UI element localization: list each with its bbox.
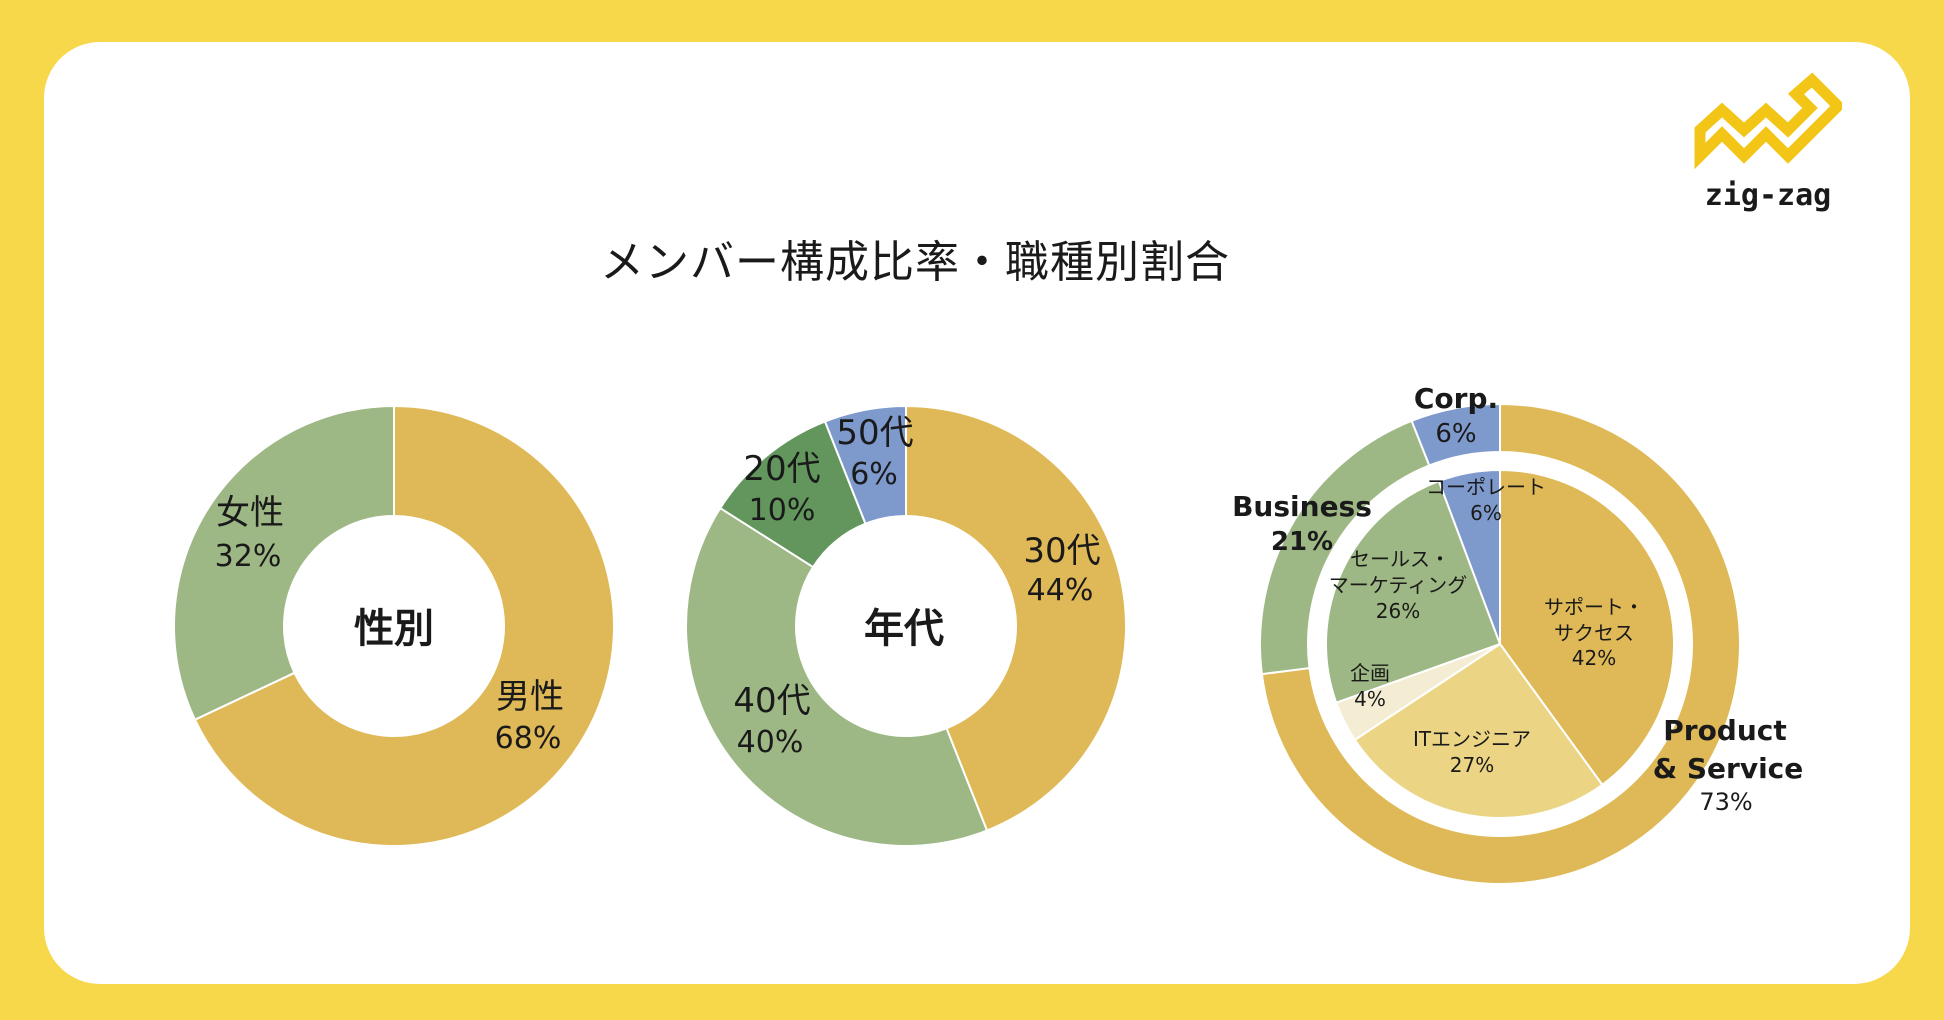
inner-label-support-1: サポート・ bbox=[1544, 595, 1644, 619]
age-value-30s: 44% bbox=[1027, 573, 1094, 608]
age-value-20s: 10% bbox=[749, 493, 816, 528]
job-outer-slice-3 bbox=[1410, 402, 1501, 467]
age-slice-1 bbox=[905, 404, 1127, 832]
inner-label-support-2: サクセス bbox=[1554, 621, 1634, 645]
inner-label-corporate: コーポレート bbox=[1426, 475, 1546, 499]
outer-label-product-service-2: & Service bbox=[1653, 752, 1804, 785]
zig-zag-logo bbox=[1694, 72, 1842, 170]
age-donut-chart bbox=[685, 404, 1127, 847]
outer-label-product-service-1: Product bbox=[1663, 714, 1787, 747]
inner-value-engineer: 27% bbox=[1450, 753, 1494, 777]
age-slice-4 bbox=[823, 404, 907, 526]
page-title: メンバー構成比率・職種別割合 bbox=[600, 237, 1230, 288]
inner-label-engineer: ITエンジニア bbox=[1413, 727, 1531, 751]
gender-value-female: 32% bbox=[215, 539, 282, 574]
inner-label-planning: 企画 bbox=[1350, 661, 1390, 685]
outer-label-corp: Corp. bbox=[1414, 382, 1498, 415]
logo-text: zig-zag bbox=[1704, 178, 1832, 213]
job-inner-slice-4 bbox=[1325, 479, 1502, 704]
inner-value-support: 42% bbox=[1572, 646, 1616, 670]
inner-value-planning: 4% bbox=[1354, 687, 1386, 711]
outer-value-business: 21% bbox=[1271, 527, 1333, 557]
age-slice-2 bbox=[685, 506, 989, 847]
gender-slice-2 bbox=[173, 404, 395, 722]
age-center-label: 年代 bbox=[864, 606, 944, 652]
inner-value-sales: 26% bbox=[1376, 599, 1420, 623]
age-value-40s: 40% bbox=[737, 725, 804, 760]
age-label-30s: 30代 bbox=[1023, 531, 1100, 571]
job-inner-slice-5 bbox=[1437, 468, 1501, 645]
job-inner-slice-1 bbox=[1499, 468, 1675, 787]
age-value-50s: 6% bbox=[850, 457, 898, 492]
gender-donut-chart bbox=[173, 404, 615, 847]
age-label-40s: 40代 bbox=[733, 681, 810, 721]
age-label-20s: 20代 bbox=[743, 449, 820, 489]
gender-label-female: 女性 bbox=[216, 493, 284, 533]
outer-value-corp: 6% bbox=[1435, 419, 1476, 449]
gender-center-label: 性別 bbox=[354, 606, 434, 652]
gender-value-male: 68% bbox=[495, 721, 562, 756]
job-type-nested-chart bbox=[1259, 402, 1741, 885]
inner-label-sales-1: セールス・ bbox=[1350, 547, 1450, 571]
job-outer-slice-1 bbox=[1260, 402, 1741, 885]
job-inner-slice-2 bbox=[1353, 642, 1604, 819]
gender-slice-1 bbox=[193, 404, 615, 847]
outer-label-business: Business bbox=[1232, 490, 1372, 523]
inner-value-corporate: 6% bbox=[1470, 501, 1502, 525]
gender-label-male: 男性 bbox=[496, 677, 564, 717]
inner-label-sales-2: マーケティング bbox=[1329, 573, 1467, 597]
age-label-50s: 50代 bbox=[836, 413, 913, 453]
outer-value-product-service: 73% bbox=[1699, 788, 1752, 816]
